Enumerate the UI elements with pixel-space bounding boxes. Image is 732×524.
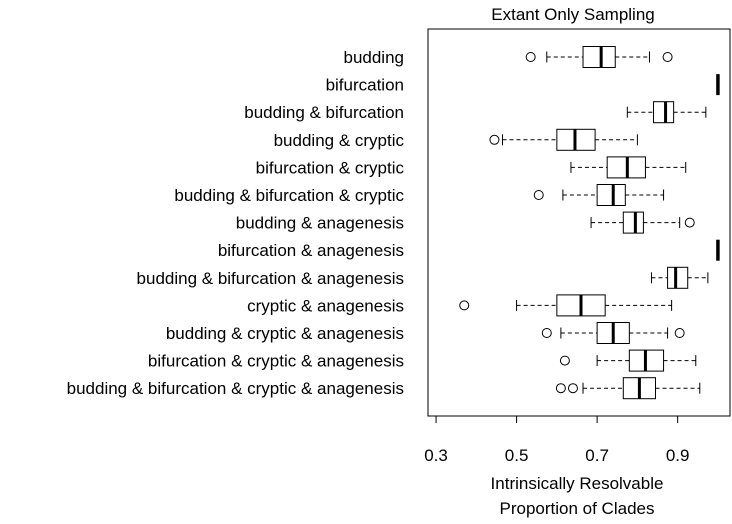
box-row [489, 128, 638, 151]
chart-title: Extant Only Sampling [491, 5, 654, 24]
box-row [533, 184, 665, 206]
outlier-point [662, 52, 673, 62]
x-axis-label-line-2: Proportion of Clades [500, 499, 655, 518]
category-label: budding & bifurcation [244, 103, 404, 122]
outlier-point [674, 328, 685, 338]
box [596, 184, 626, 206]
box-row [650, 266, 709, 289]
plot-frame [427, 28, 731, 417]
box [582, 46, 616, 68]
x-axis: 0.3 0.5 0.7 0.9 [424, 415, 690, 465]
category-labels: budding bifurcation budding & bifurcation b… [67, 48, 405, 398]
box-row [559, 349, 697, 372]
outlier-point [541, 328, 552, 338]
x-tick-label: 0.9 [666, 446, 690, 465]
outlier-point [525, 52, 536, 62]
category-label: bifurcation & anagenesis [218, 241, 404, 260]
outlier-point [567, 383, 578, 394]
box-row [626, 101, 707, 124]
category-label: budding & bifurcation & cryptic [174, 186, 404, 205]
outlier-point [533, 190, 544, 200]
category-label: cryptic & anagenesis [247, 296, 404, 315]
category-label: budding & cryptic [274, 131, 405, 150]
box [622, 211, 644, 234]
x-axis-label-line-1: Intrinsically Resolvable [491, 474, 664, 493]
category-label: budding & bifurcation & anagenesis [137, 269, 404, 288]
box-row [541, 322, 685, 344]
x-tick-label: 0.7 [585, 446, 609, 465]
category-label: bifurcation & cryptic & anagenesis [148, 352, 404, 371]
x-tick-label: 0.3 [424, 446, 448, 465]
boxes [459, 46, 720, 400]
category-label: bifurcation [326, 76, 404, 95]
box-row [590, 211, 695, 234]
box [652, 101, 675, 124]
outlier-point [459, 300, 470, 311]
outlier-point [559, 355, 570, 366]
category-label: budding & anagenesis [236, 214, 404, 233]
box-row [525, 46, 673, 68]
box [667, 266, 689, 289]
category-label: bifurcation & cryptic [256, 158, 405, 177]
box-row [459, 294, 673, 317]
category-label: budding [343, 48, 404, 67]
outlier-point [489, 134, 500, 145]
category-label: budding & bifurcation & cryptic & anagen… [67, 379, 404, 398]
box-row [555, 377, 701, 400]
category-label: budding & cryptic & anagenesis [166, 324, 404, 343]
x-tick-label: 0.5 [505, 446, 529, 465]
outlier-point [684, 217, 695, 228]
box-row [570, 156, 687, 179]
outlier-point [555, 383, 566, 394]
